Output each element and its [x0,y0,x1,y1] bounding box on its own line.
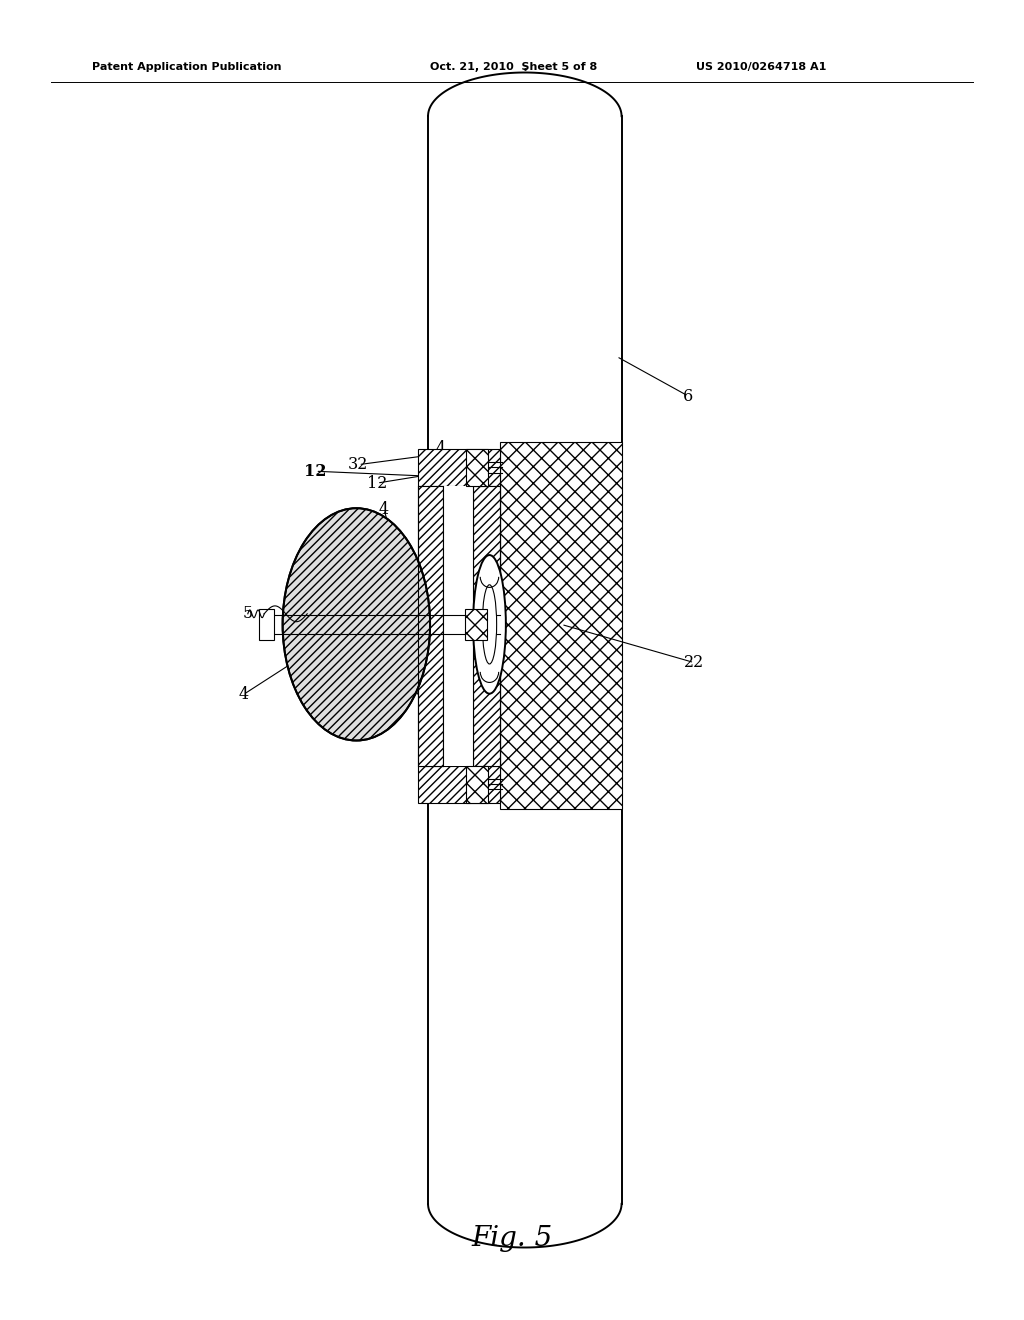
Bar [443,486,473,766]
Bar [466,766,488,803]
Text: Fig. 5: Fig. 5 [471,1225,553,1251]
Text: 32: 32 [348,457,369,473]
Text: 12: 12 [304,463,327,479]
Text: 12: 12 [367,475,387,491]
Text: 4: 4 [239,686,249,702]
Text: 12: 12 [338,525,358,541]
Bar [418,486,443,766]
Ellipse shape [283,508,430,741]
Bar [259,609,274,640]
Text: 4: 4 [435,441,445,457]
Text: US 2010/0264718 A1: US 2010/0264718 A1 [696,62,826,73]
Text: 6: 6 [683,388,693,404]
Ellipse shape [482,585,497,664]
Bar [418,766,500,803]
Bar [500,442,622,809]
Text: 5: 5 [243,606,253,622]
Bar [418,449,500,486]
Bar [465,609,487,640]
Text: Patent Application Publication: Patent Application Publication [92,62,282,73]
Bar [466,449,488,486]
Bar [473,486,500,766]
Ellipse shape [473,556,506,694]
Text: 22: 22 [684,655,705,671]
Text: Oct. 21, 2010  Sheet 5 of 8: Oct. 21, 2010 Sheet 5 of 8 [430,62,597,73]
Text: 12: 12 [325,546,347,562]
Text: 4: 4 [379,502,389,517]
